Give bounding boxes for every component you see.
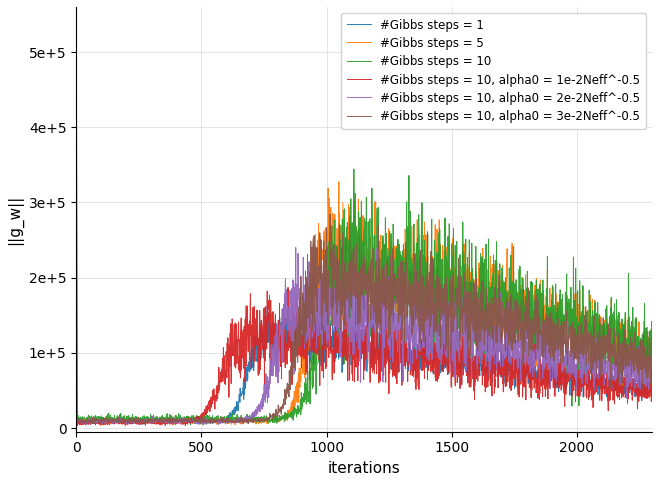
#Gibbs steps = 10, alpha0 = 3e-2Neff^-0.5 (514, 340, 522, 345)
#Gibbs steps = 1 (554, 379, 562, 384)
#Gibbs steps = 10, alpha0 = 2e-2Neff^-0.5 (269, 373, 277, 379)
#Gibbs steps = 10, alpha0 = 1e-2Neff^-0.5 (269, 309, 277, 314)
Y-axis label: ||g_w||: ||g_w|| (7, 194, 23, 244)
#Gibbs steps = 1 (270, 322, 277, 328)
#Gibbs steps = 5 (514, 314, 522, 320)
#Gibbs steps = 5 (153, 419, 161, 425)
#Gibbs steps = 5 (382, 248, 389, 254)
#Gibbs steps = 10 (269, 413, 277, 419)
Line: #Gibbs steps = 10: #Gibbs steps = 10 (76, 22, 652, 425)
#Gibbs steps = 1 (515, 373, 523, 379)
#Gibbs steps = 10 (648, 338, 656, 344)
#Gibbs steps = 1 (648, 394, 656, 399)
#Gibbs steps = 5 (72, 147, 80, 153)
#Gibbs steps = 10, alpha0 = 1e-2Neff^-0.5 (181, 423, 189, 428)
#Gibbs steps = 10, alpha0 = 3e-2Neff^-0.5 (382, 324, 389, 330)
Line: #Gibbs steps = 10, alpha0 = 3e-2Neff^-0.5: #Gibbs steps = 10, alpha0 = 3e-2Neff^-0.… (76, 59, 652, 424)
#Gibbs steps = 1 (138, 422, 146, 427)
#Gibbs steps = 10, alpha0 = 1e-2Neff^-0.5 (153, 420, 161, 426)
#Gibbs steps = 10, alpha0 = 3e-2Neff^-0.5 (269, 414, 277, 420)
#Gibbs steps = 10 (153, 418, 161, 424)
#Gibbs steps = 1 (395, 344, 403, 350)
#Gibbs steps = 10, alpha0 = 2e-2Neff^-0.5 (554, 350, 562, 356)
#Gibbs steps = 5 (99, 422, 107, 428)
#Gibbs steps = 10, alpha0 = 2e-2Neff^-0.5 (72, 94, 80, 100)
#Gibbs steps = 10, alpha0 = 3e-2Neff^-0.5 (153, 417, 161, 423)
#Gibbs steps = 10, alpha0 = 3e-2Neff^-0.5 (648, 328, 656, 334)
#Gibbs steps = 10, alpha0 = 1e-2Neff^-0.5 (395, 328, 403, 334)
Line: #Gibbs steps = 10, alpha0 = 2e-2Neff^-0.5: #Gibbs steps = 10, alpha0 = 2e-2Neff^-0.… (76, 97, 652, 425)
#Gibbs steps = 1 (153, 419, 161, 425)
#Gibbs steps = 10, alpha0 = 2e-2Neff^-0.5 (214, 422, 222, 428)
#Gibbs steps = 10, alpha0 = 2e-2Neff^-0.5 (382, 326, 389, 331)
#Gibbs steps = 10, alpha0 = 2e-2Neff^-0.5 (648, 369, 656, 374)
#Gibbs steps = 10, alpha0 = 2e-2Neff^-0.5 (514, 347, 522, 353)
#Gibbs steps = 10 (554, 375, 562, 381)
#Gibbs steps = 10 (395, 314, 403, 320)
#Gibbs steps = 10, alpha0 = 3e-2Neff^-0.5 (554, 347, 562, 353)
#Gibbs steps = 10 (382, 284, 389, 289)
#Gibbs steps = 1 (382, 331, 390, 337)
#Gibbs steps = 1 (72, 419, 80, 425)
#Gibbs steps = 10, alpha0 = 2e-2Neff^-0.5 (395, 299, 403, 305)
Line: #Gibbs steps = 5: #Gibbs steps = 5 (76, 150, 652, 425)
#Gibbs steps = 5 (648, 349, 656, 355)
X-axis label: iterations: iterations (328, 461, 401, 476)
#Gibbs steps = 5 (269, 420, 277, 426)
#Gibbs steps = 10 (514, 293, 522, 299)
#Gibbs steps = 10, alpha0 = 1e-2Neff^-0.5 (72, 267, 80, 273)
Legend: #Gibbs steps = 1, #Gibbs steps = 5, #Gibbs steps = 10, #Gibbs steps = 10, alpha0: #Gibbs steps = 1, #Gibbs steps = 5, #Gib… (341, 13, 646, 129)
#Gibbs steps = 10, alpha0 = 3e-2Neff^-0.5 (395, 296, 403, 302)
#Gibbs steps = 5 (554, 341, 562, 347)
#Gibbs steps = 10, alpha0 = 3e-2Neff^-0.5 (72, 57, 80, 62)
Line: #Gibbs steps = 1: #Gibbs steps = 1 (76, 307, 652, 425)
#Gibbs steps = 10, alpha0 = 1e-2Neff^-0.5 (554, 352, 562, 358)
#Gibbs steps = 10, alpha0 = 1e-2Neff^-0.5 (648, 392, 656, 398)
Line: #Gibbs steps = 10, alpha0 = 1e-2Neff^-0.5: #Gibbs steps = 10, alpha0 = 1e-2Neff^-0.… (76, 270, 652, 426)
#Gibbs steps = 1 (263, 304, 271, 310)
#Gibbs steps = 10, alpha0 = 3e-2Neff^-0.5 (196, 421, 204, 427)
#Gibbs steps = 5 (395, 245, 403, 251)
#Gibbs steps = 10, alpha0 = 1e-2Neff^-0.5 (514, 392, 522, 398)
#Gibbs steps = 10, alpha0 = 2e-2Neff^-0.5 (153, 419, 161, 425)
#Gibbs steps = 10, alpha0 = 1e-2Neff^-0.5 (382, 379, 389, 385)
#Gibbs steps = 10 (72, 19, 80, 25)
#Gibbs steps = 10 (82, 422, 90, 428)
